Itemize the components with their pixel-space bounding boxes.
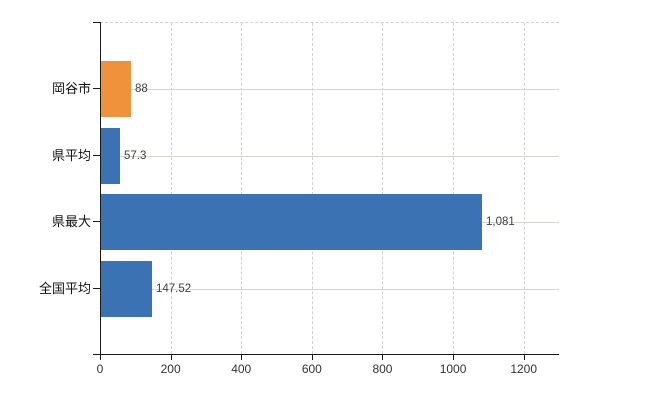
x-axis-tick	[241, 355, 243, 360]
category-label: 県最大	[51, 214, 91, 230]
x-axis-tick	[453, 355, 455, 360]
horizontal-gridline	[100, 89, 559, 91]
x-tick-label: 0	[96, 362, 104, 376]
y-axis-end-tick	[93, 22, 100, 23]
x-axis-tick	[100, 355, 101, 360]
x-axis-tick	[382, 355, 384, 360]
y-axis-tick	[93, 221, 100, 223]
x-tick-label: 600	[301, 362, 322, 376]
y-axis-tick	[93, 88, 100, 90]
bar-県平均	[100, 128, 120, 184]
y-axis-line	[100, 22, 101, 354]
bar-全国平均	[100, 261, 152, 317]
y-axis-tick	[93, 287, 100, 289]
x-axis-tick	[311, 355, 313, 360]
y-axis-tick	[93, 154, 100, 156]
horizontal-gridline	[100, 155, 559, 157]
x-tick-label: 1000	[439, 362, 467, 376]
x-tick-label: 200	[160, 362, 181, 376]
x-axis-line	[100, 354, 559, 355]
vertical-gridline	[311, 23, 313, 354]
value-label: 1,081	[486, 216, 515, 229]
vertical-gridline	[453, 23, 455, 354]
plot-area: 88 57.3 1,081 147.52	[100, 22, 559, 354]
bar-岡谷市	[100, 61, 131, 117]
category-label: 県平均	[51, 147, 91, 163]
value-label: 147.52	[156, 282, 192, 295]
y-axis-end-tick	[93, 354, 100, 355]
x-tick-label: 400	[231, 362, 252, 376]
vertical-gridline	[241, 23, 243, 354]
x-axis-tick	[523, 355, 525, 360]
category-label: 岡谷市	[51, 81, 91, 97]
vertical-gridline	[382, 23, 384, 354]
x-tick-label: 800	[372, 362, 393, 376]
vertical-gridline	[523, 23, 525, 354]
value-label: 88	[135, 83, 148, 96]
vertical-gridline	[170, 23, 172, 354]
bar-県最大	[100, 194, 482, 250]
horizontal-gridline	[100, 288, 559, 290]
value-label: 57.3	[124, 149, 147, 162]
x-axis-tick	[170, 355, 172, 360]
x-tick-label: 1200	[510, 362, 538, 376]
category-label: 全国平均	[38, 280, 91, 296]
